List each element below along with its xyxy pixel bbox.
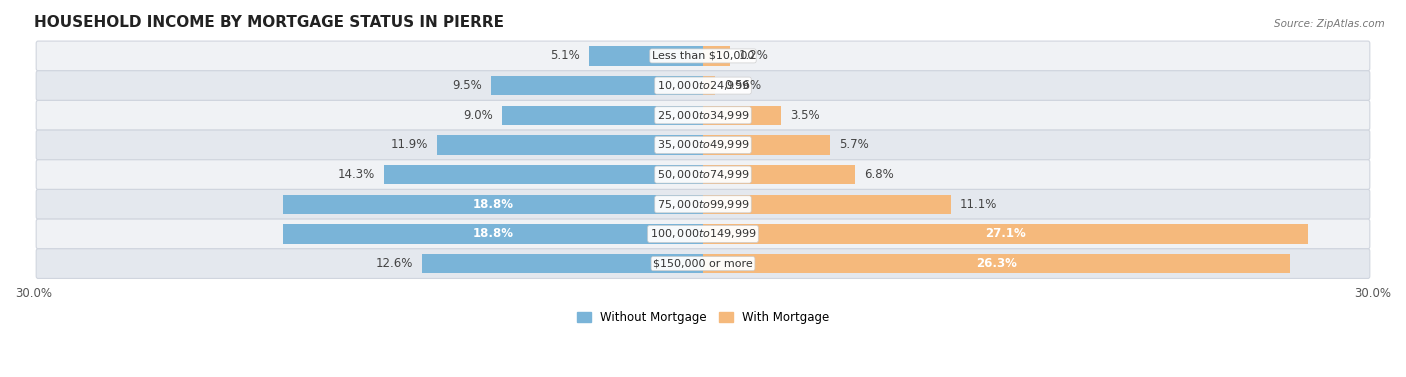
Bar — [589, 46, 703, 66]
Text: Less than $10,000: Less than $10,000 — [652, 51, 754, 61]
Text: 5.1%: 5.1% — [551, 49, 581, 63]
FancyBboxPatch shape — [37, 100, 1369, 130]
FancyBboxPatch shape — [37, 71, 1369, 100]
Text: 18.8%: 18.8% — [472, 198, 513, 211]
Text: 11.9%: 11.9% — [391, 138, 429, 152]
FancyBboxPatch shape — [37, 219, 1369, 249]
Text: $35,000 to $49,999: $35,000 to $49,999 — [657, 138, 749, 152]
FancyBboxPatch shape — [37, 41, 1369, 71]
Bar — [703, 224, 1308, 244]
Text: 14.3%: 14.3% — [337, 168, 375, 181]
Bar — [703, 135, 830, 155]
FancyBboxPatch shape — [37, 160, 1369, 189]
Text: $10,000 to $24,999: $10,000 to $24,999 — [657, 79, 749, 92]
Bar — [491, 76, 703, 95]
Bar — [703, 195, 950, 214]
Text: 9.5%: 9.5% — [453, 79, 482, 92]
Text: 12.6%: 12.6% — [375, 257, 413, 270]
Text: 6.8%: 6.8% — [863, 168, 893, 181]
Text: 26.3%: 26.3% — [976, 257, 1017, 270]
Bar — [703, 254, 1289, 273]
Text: 18.8%: 18.8% — [472, 227, 513, 241]
Bar — [703, 106, 782, 125]
Bar — [284, 195, 703, 214]
Text: $75,000 to $99,999: $75,000 to $99,999 — [657, 198, 749, 211]
Text: Source: ZipAtlas.com: Source: ZipAtlas.com — [1274, 19, 1385, 29]
Bar — [437, 135, 703, 155]
Bar — [284, 224, 703, 244]
Bar — [422, 254, 703, 273]
Text: 11.1%: 11.1% — [960, 198, 997, 211]
Legend: Without Mortgage, With Mortgage: Without Mortgage, With Mortgage — [572, 307, 834, 329]
Text: 1.2%: 1.2% — [738, 49, 769, 63]
Text: 5.7%: 5.7% — [839, 138, 869, 152]
Bar — [703, 76, 716, 95]
Text: $50,000 to $74,999: $50,000 to $74,999 — [657, 168, 749, 181]
FancyBboxPatch shape — [37, 249, 1369, 279]
Text: $150,000 or more: $150,000 or more — [654, 259, 752, 269]
Bar — [703, 46, 730, 66]
Text: 9.0%: 9.0% — [464, 109, 494, 122]
Text: 0.56%: 0.56% — [724, 79, 762, 92]
Text: $25,000 to $34,999: $25,000 to $34,999 — [657, 109, 749, 122]
Text: 27.1%: 27.1% — [986, 227, 1026, 241]
Bar — [703, 165, 855, 184]
FancyBboxPatch shape — [37, 189, 1369, 219]
Bar — [502, 106, 703, 125]
Text: 3.5%: 3.5% — [790, 109, 820, 122]
FancyBboxPatch shape — [37, 130, 1369, 160]
Text: HOUSEHOLD INCOME BY MORTGAGE STATUS IN PIERRE: HOUSEHOLD INCOME BY MORTGAGE STATUS IN P… — [34, 15, 503, 30]
Text: $100,000 to $149,999: $100,000 to $149,999 — [650, 227, 756, 241]
Bar — [384, 165, 703, 184]
